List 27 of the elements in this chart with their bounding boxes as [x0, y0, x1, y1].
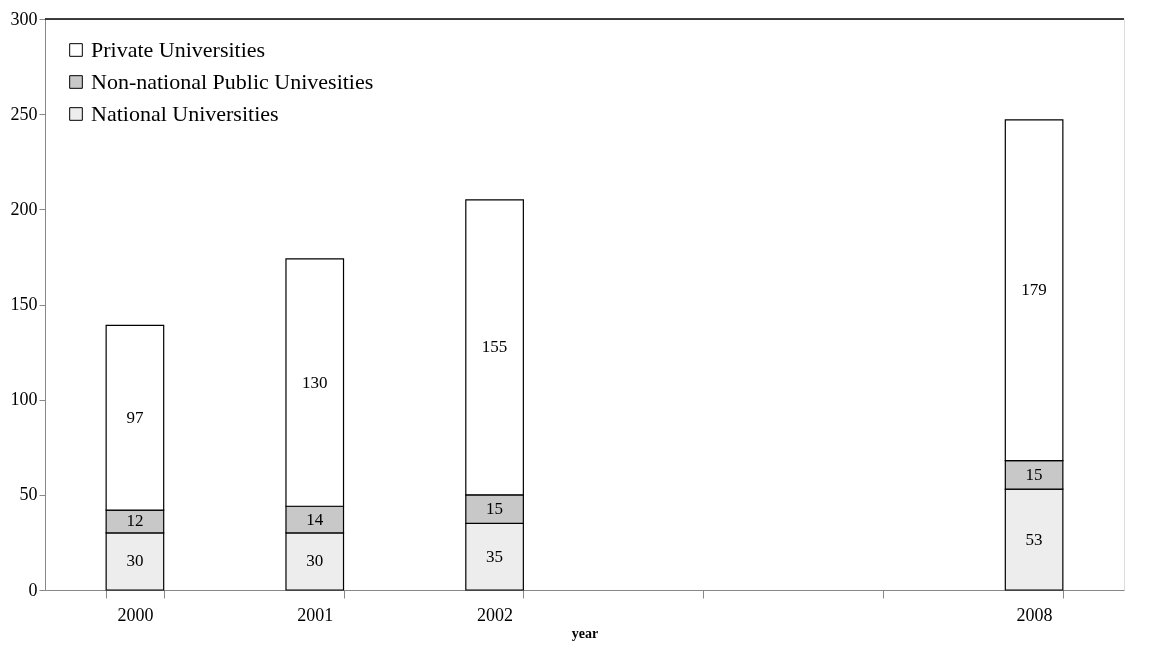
legend-label: Private Universities [91, 37, 266, 62]
data-label: 30 [126, 551, 144, 571]
data-label: 15 [1025, 464, 1043, 484]
data-label: 130 [302, 372, 328, 392]
y-tick-label: 150 [10, 294, 38, 314]
data-label: 30 [306, 551, 324, 571]
x-tick-label: 2000 [117, 604, 154, 625]
x-tick-label: 2008 [1016, 604, 1053, 625]
y-tick-label: 250 [10, 103, 38, 124]
x-tick-label: 2001 [297, 604, 334, 625]
x-axis-title: year [571, 625, 599, 641]
y-tick-label: 200 [10, 198, 38, 219]
legend-label: National Universities [91, 101, 279, 126]
data-label: 12 [126, 511, 144, 531]
data-label: 15 [486, 499, 504, 519]
y-tick-label: 300 [10, 8, 38, 29]
data-label: 155 [481, 337, 508, 357]
y-tick-label: 50 [19, 484, 38, 505]
data-label: 179 [1021, 280, 1047, 300]
data-label: 14 [306, 509, 324, 529]
y-tick-label: 100 [10, 389, 38, 410]
data-label: 53 [1025, 529, 1043, 549]
data-label: 97 [126, 407, 144, 427]
x-tick-label: 2002 [477, 604, 514, 625]
legend-label: Non-national Public Univesities [91, 69, 374, 94]
y-tick-label: 0 [28, 579, 38, 600]
data-label: 35 [486, 546, 504, 566]
